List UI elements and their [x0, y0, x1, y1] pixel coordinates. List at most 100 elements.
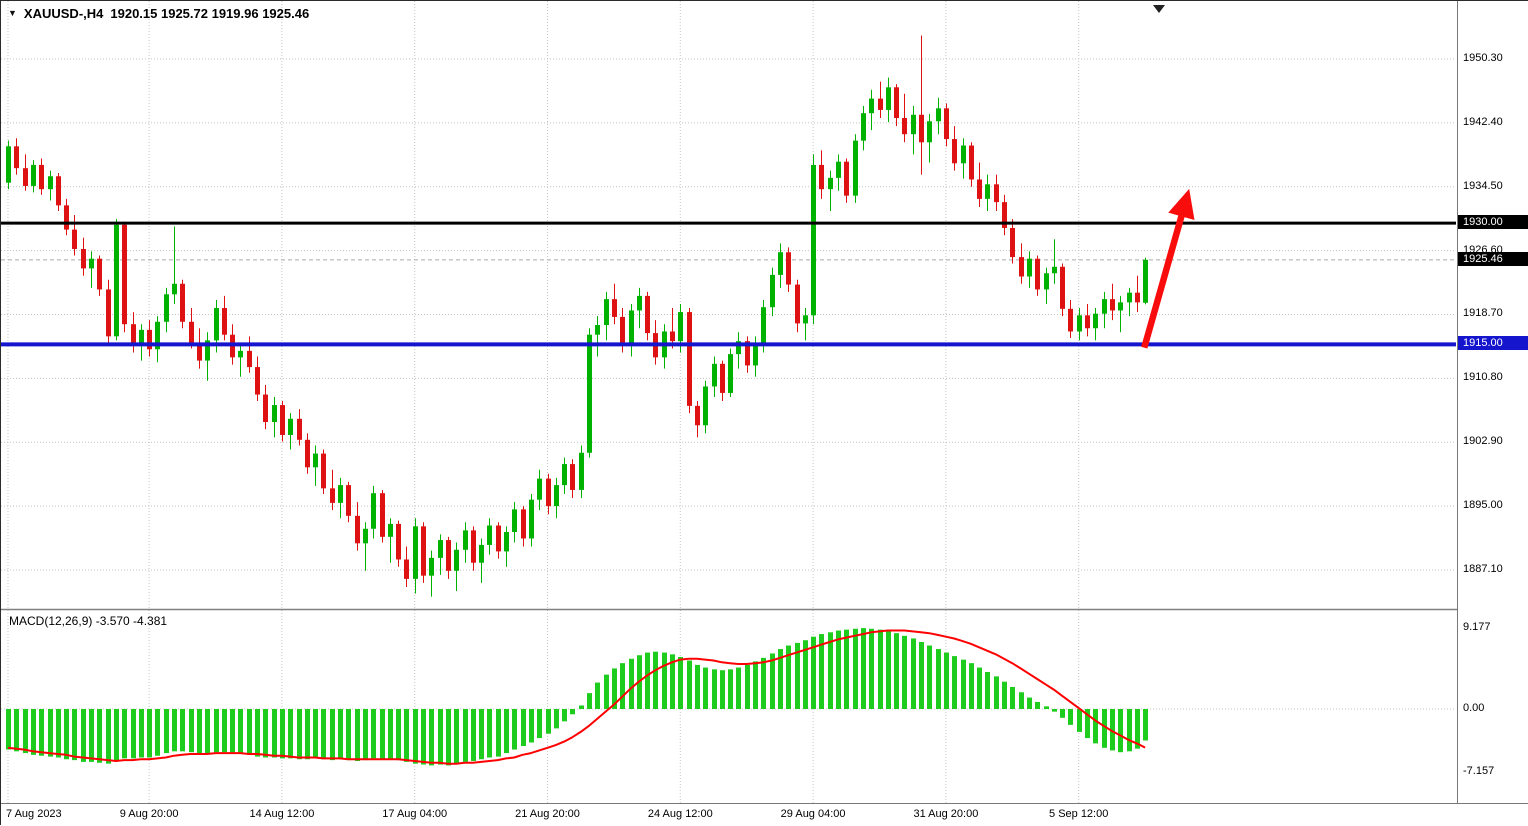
candle-body	[587, 334, 592, 453]
macd-histogram-bar	[404, 709, 409, 762]
candle-body	[238, 350, 243, 358]
candle-body	[786, 252, 791, 285]
candle-body	[106, 289, 111, 337]
candle-body	[985, 184, 990, 199]
candle-body	[23, 168, 28, 186]
candle-body	[321, 453, 326, 489]
macd-histogram-bar	[122, 709, 127, 759]
macd-histogram-bar	[554, 709, 559, 729]
candle-body	[1077, 315, 1082, 332]
candle-body	[380, 493, 385, 537]
candle-body	[537, 478, 542, 500]
macd-histogram-bar	[97, 709, 102, 763]
macd-histogram-bar	[147, 709, 152, 758]
candle-body	[313, 453, 318, 468]
macd-histogram-bar	[1027, 697, 1032, 709]
candle-body	[39, 164, 44, 190]
time-axis[interactable]: 7 Aug 2023 9 Aug 20:00 14 Aug 12:00 17 Aug …	[1, 803, 1528, 825]
macd-histogram-bar	[969, 663, 974, 709]
macd-histogram-bar	[927, 645, 932, 709]
candle-body	[853, 140, 858, 196]
candle-body	[139, 329, 144, 345]
macd-histogram-bar	[421, 709, 426, 765]
candle-body	[463, 530, 468, 550]
candle-body	[1068, 308, 1073, 332]
candle-body	[944, 108, 949, 140]
macd-histogram-bar	[56, 709, 61, 758]
candle-body	[429, 557, 434, 576]
candle-body	[712, 363, 717, 387]
price-axis-label: 1934.50	[1463, 179, 1503, 192]
macd-histogram-bar	[230, 709, 235, 754]
macd-histogram-bar	[1127, 709, 1132, 752]
macd-histogram-bar	[861, 628, 866, 709]
candle-body	[869, 98, 874, 114]
price-axis-label: 1918.70	[1463, 307, 1503, 320]
price-axis[interactable]: 1950.30 1942.40 1934.50 1926.60 1918.70 1910.…	[1457, 1, 1528, 803]
macd-histogram-bar	[6, 709, 11, 750]
candle-body	[404, 559, 409, 579]
candle-body	[64, 205, 69, 230]
candle-body	[1135, 292, 1140, 303]
candle-body	[745, 341, 750, 366]
candle-body	[122, 224, 127, 325]
candle-body	[1127, 292, 1132, 303]
macd-histogram-bar	[487, 709, 492, 758]
chart-shift-marker-icon[interactable]	[1153, 5, 1165, 13]
candle-body	[728, 354, 733, 393]
macd-histogram-bar	[1118, 709, 1123, 753]
macd-histogram-bar	[438, 709, 443, 765]
macd-histogram-bar	[106, 709, 111, 764]
candle-body	[919, 114, 924, 143]
macd-histogram-bar	[1102, 709, 1107, 748]
macd-histogram-bar	[14, 709, 19, 752]
macd-histogram-bar	[736, 667, 741, 709]
candle-body	[678, 312, 683, 342]
macd-histogram-bar	[712, 669, 717, 709]
macd-histogram-bar	[205, 709, 210, 754]
candle-body	[554, 485, 559, 507]
macd-histogram-bar	[512, 709, 517, 750]
macd-histogram-bar	[131, 709, 136, 759]
candle-body	[272, 405, 277, 423]
candle-body	[902, 118, 907, 135]
macd-histogram-bar	[629, 658, 634, 709]
candle-body	[6, 146, 11, 183]
macd-histogram-bar	[155, 709, 160, 756]
macd-histogram-bar	[994, 676, 999, 709]
candle-body	[819, 164, 824, 190]
time-axis-label: 14 Aug 12:00	[249, 808, 315, 820]
macd-histogram-bar	[720, 670, 725, 709]
candle-body	[396, 523, 401, 560]
macd-histogram-bar	[363, 709, 368, 761]
macd-histogram-bar	[247, 709, 252, 755]
macd-histogram-bar	[1110, 709, 1115, 751]
macd-histogram-bar	[222, 709, 227, 753]
candle-body	[1110, 299, 1115, 311]
bullish-arrow-annotation[interactable]	[1141, 188, 1195, 349]
symbol-timeframe-label: XAUUSD-,H4	[23, 6, 104, 21]
candle-body	[1019, 257, 1024, 277]
macd-histogram-bar	[670, 654, 675, 709]
macd-indicator-label: MACD(12,26,9) -3.570 -4.381	[9, 614, 168, 628]
candle-body	[521, 509, 526, 539]
macd-histogram-bar	[936, 649, 941, 709]
candle-body	[487, 525, 492, 545]
candle-body	[454, 549, 459, 571]
macd-histogram-bar	[645, 652, 650, 709]
macd-histogram-bar	[164, 709, 169, 754]
candle-body	[761, 307, 766, 343]
macd-histogram-bar	[288, 709, 293, 759]
candle-body	[330, 488, 335, 503]
macd-histogram-bar	[1010, 686, 1015, 709]
candle-body	[214, 308, 219, 341]
macd-histogram-bar	[114, 709, 119, 762]
macd-histogram-bar	[172, 709, 177, 752]
macd-histogram-bar	[180, 709, 185, 752]
price-level-badge: 1915.00	[1458, 336, 1528, 351]
candle-body	[1010, 227, 1015, 258]
one-click-trading-toggle-icon[interactable]: ▼	[8, 8, 17, 18]
macd-histogram-bar	[1077, 709, 1082, 732]
